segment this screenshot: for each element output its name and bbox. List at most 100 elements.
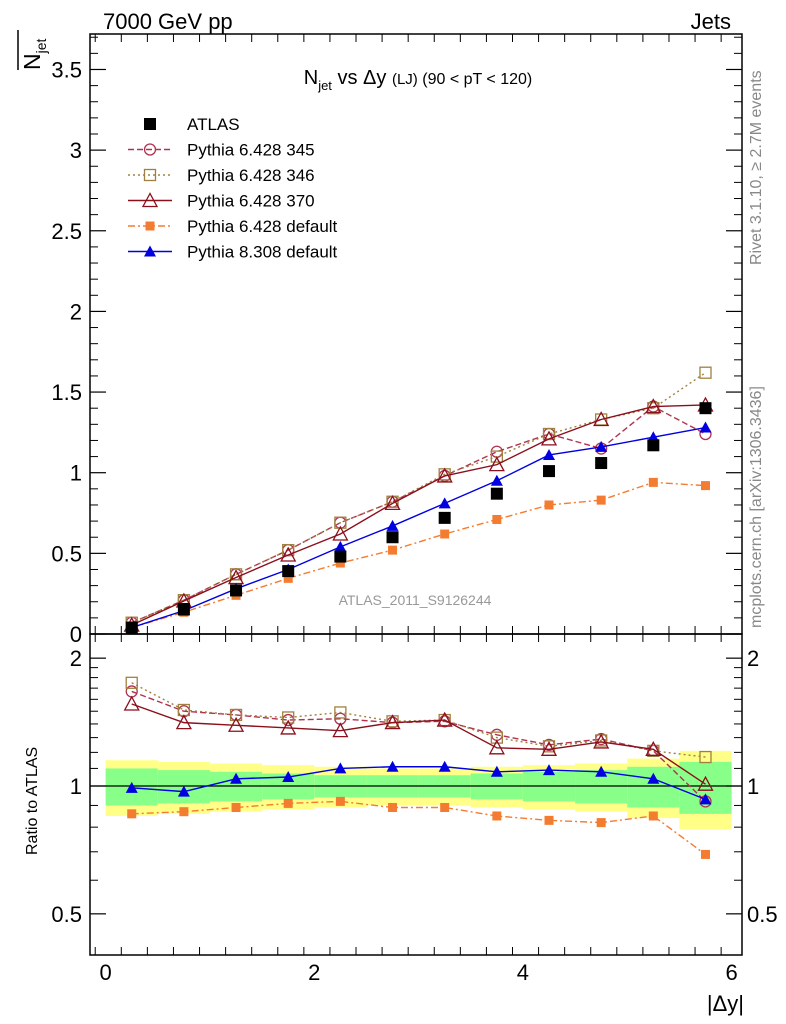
point-pythia-6-428-370	[436, 467, 453, 483]
point-pythia-6-428-default	[648, 477, 658, 487]
point-pythia-6-428-default	[283, 573, 293, 583]
title-main-sub: jet	[317, 78, 332, 93]
point-pythia-6-428-default	[596, 495, 606, 505]
point-pythia-6-428-370	[593, 411, 610, 427]
ratio-point-pythia-6-428-370	[540, 740, 558, 756]
ratio-point-pythia-6-428-346	[125, 676, 138, 689]
point-atlas	[595, 457, 608, 470]
legend-label: Pythia 8.308 default	[187, 243, 338, 262]
header-left: 7000 GeV pp	[103, 9, 233, 34]
point-pythia-6-428-370	[384, 494, 401, 511]
legend-label: Pythia 6.428 default	[187, 217, 338, 236]
point-pythia-6-428-370	[540, 430, 558, 446]
ratio-point-pythia-6-428-default	[283, 798, 293, 808]
ratio-ytick-label: 1	[70, 774, 82, 799]
point-pythia-6-428-default	[440, 529, 450, 539]
ratio-point-pythia-8-308-default	[177, 785, 190, 797]
xtick-label: 2	[308, 960, 320, 985]
ratio-ylabel: Ratio to ATLAS	[24, 747, 41, 855]
ratio-point-pythia-6-428-370	[123, 695, 140, 711]
ratio-point-pythia-6-428-346	[282, 711, 295, 724]
ratio-point-pythia-6-428-default	[440, 802, 450, 812]
ratio-point-pythia-6-428-370	[593, 733, 610, 749]
main-ytick-label: 3.5	[51, 57, 82, 82]
point-atlas	[438, 511, 451, 524]
title-cut: (90 < pT < 120)	[418, 71, 532, 88]
point-atlas	[543, 465, 556, 478]
ratio-point-pythia-6-428-370	[436, 711, 453, 727]
header-right: Jets	[691, 9, 731, 34]
ratio-series-layer	[123, 676, 714, 859]
ratio-band-inner	[679, 761, 732, 814]
ratio-point-pythia-6-428-default	[596, 818, 606, 828]
title-vs: vs Δy	[332, 67, 392, 89]
point-pythia-8-308-default	[595, 440, 608, 452]
ratio-point-pythia-6-428-370	[488, 739, 505, 755]
ratio-point-pythia-8-308-default	[386, 760, 399, 772]
ratio-point-pythia-6-428-default	[492, 811, 502, 821]
ratio-point-pythia-6-428-default	[231, 802, 241, 812]
title-main: N	[304, 67, 318, 89]
main-title: Njet vs Δy (LJ) (90 < pT < 120)	[304, 67, 533, 93]
ratio-ytick-label: 2	[70, 646, 82, 671]
ratio-panel: 0.5 0.5 1 1 2 2 0 2 4 6	[51, 633, 778, 985]
legend-marker-pythia-8-308-default	[144, 245, 156, 257]
point-pythia-8-308-default	[699, 421, 712, 433]
ratio-point-pythia-6-428-default	[648, 811, 658, 821]
main-ytick-label: 3	[70, 138, 82, 163]
point-pythia-6-428-default	[492, 514, 502, 524]
ratio-point-pythia-8-308-default	[647, 772, 660, 784]
legend-label: ATLAS	[187, 115, 240, 134]
legend-marker-pythia-6-428-370	[141, 192, 159, 208]
main-ylabel: Njet	[17, 30, 49, 70]
point-atlas	[647, 439, 660, 452]
ratio-point-pythia-6-428-default	[700, 849, 710, 859]
ratio-point-pythia-6-428-346	[542, 740, 556, 753]
legend-marker-pythia-6-428-346	[143, 168, 157, 182]
main-series-layer	[123, 366, 714, 634]
ratio-point-pythia-6-428-default	[127, 809, 137, 819]
legend-label: Pythia 6.428 346	[187, 166, 315, 185]
ratio-ytick-label: 0.5	[51, 902, 82, 927]
point-pythia-6-428-default	[544, 500, 554, 510]
point-atlas	[386, 531, 399, 544]
point-pythia-8-308-default	[334, 540, 347, 552]
ratio-point-pythia-8-308-default	[125, 781, 138, 793]
ratio-point-pythia-6-428-370	[384, 714, 401, 730]
ratio-point-pythia-8-308-default	[230, 772, 243, 784]
ratio-point-pythia-6-428-346	[229, 708, 243, 722]
point-atlas	[177, 603, 190, 615]
ratio-point-pythia-6-428-default	[335, 796, 345, 806]
legend: ATLAS Pythia 6.428 345 Pythia 6.428 346 Pyt…	[128, 115, 338, 262]
ratio-point-pythia-8-308-default	[282, 771, 295, 783]
main-ylabel-main: N	[19, 53, 45, 70]
main-ytick-label: 2	[70, 299, 82, 324]
ratio-point-pythia-6-428-346	[699, 750, 712, 764]
point-pythia-8-308-default	[386, 519, 399, 531]
point-pythia-6-428-346	[699, 366, 712, 379]
series-line-pythia-8-308-default	[131, 426, 706, 629]
main-panel: Njet vs Δy (LJ) (90 < pT < 120) ATLAS_20…	[51, 33, 743, 647]
ratio-point-pythia-6-428-370	[175, 714, 192, 730]
ratio-ytick-label-right: 0.5	[747, 902, 778, 927]
point-pythia-6-428-346	[229, 568, 243, 581]
point-atlas	[125, 621, 138, 634]
ratio-point-pythia-6-428-346	[647, 744, 660, 757]
main-ytick-label: 1.5	[51, 380, 82, 405]
ratio-point-pythia-6-428-default	[388, 802, 398, 812]
side-text-mcplots: mcplots.cern.ch [arXiv:1306.3436]	[748, 386, 765, 628]
series-line-pythia-6-428-345	[131, 405, 706, 624]
xtick-label: 0	[100, 960, 112, 985]
ratio-point-pythia-6-428-370	[645, 740, 662, 756]
ratio-point-pythia-6-428-370	[697, 775, 714, 791]
point-pythia-8-308-default	[543, 448, 556, 460]
ratio-point-pythia-8-308-default	[438, 760, 451, 772]
xtick-label: 6	[725, 960, 737, 985]
ratio-point-pythia-6-428-370	[227, 716, 245, 732]
point-pythia-6-428-370	[332, 525, 349, 541]
main-ylabel-sub: jet	[33, 38, 49, 54]
point-pythia-6-428-default	[700, 481, 710, 491]
ratio-ytick-label-right: 2	[747, 646, 759, 671]
xlabel: |Δy|	[707, 991, 744, 1016]
ratio-point-pythia-8-308-default	[595, 765, 608, 777]
